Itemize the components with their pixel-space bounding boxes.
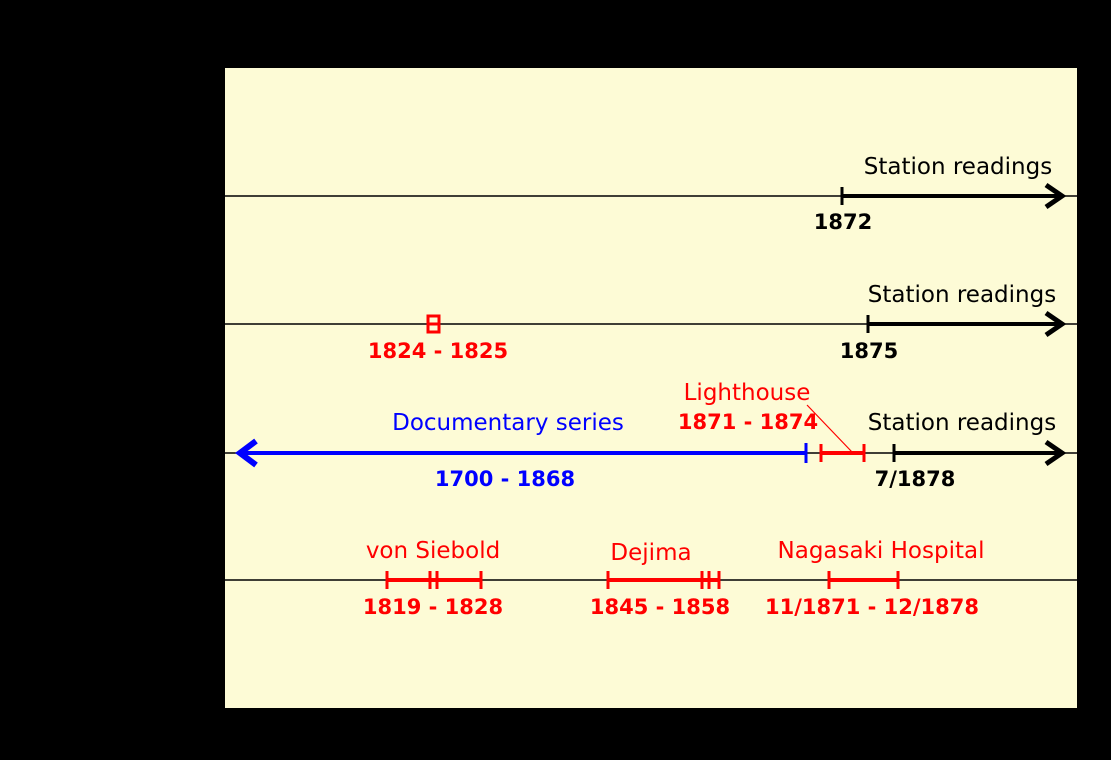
row-4-hospital-years: 11/1871 - 12/1878: [765, 595, 979, 619]
row-3: Documentary series 1700 - 1868 Lighthous…: [225, 380, 1077, 491]
row-2-red-span-label: 1824 - 1825: [368, 339, 508, 363]
row-3-arrow-right-icon: [1044, 439, 1067, 467]
row-3-station-label: Station readings: [868, 410, 1056, 436]
row-3-start-label: 7/1878: [875, 467, 956, 491]
row-4: von Siebold 1819 - 1828 Dejima 1845 - 18…: [225, 538, 1077, 619]
row-3-arrow-left-icon: [235, 438, 258, 468]
row-4-siebold-label: von Siebold: [366, 538, 500, 564]
row-1-station-label: Station readings: [864, 154, 1052, 180]
row-1-arrow-right-icon: [1044, 182, 1067, 210]
row-3-documentary-label: Documentary series: [392, 410, 624, 436]
row-2-station-label: Station readings: [868, 282, 1056, 308]
row-2-start-label: 1875: [840, 339, 898, 363]
row-2-arrow-right-icon: [1044, 310, 1067, 338]
timeline-panel: [225, 68, 1077, 708]
row-3-documentary-years: 1700 - 1868: [435, 467, 575, 491]
row-1-start-label: 1872: [814, 210, 872, 234]
row-3-lighthouse-label: Lighthouse: [684, 380, 811, 406]
row-2: Station readings 1875 1824 - 1825: [225, 282, 1077, 363]
row-4-dejima-years: 1845 - 1858: [590, 595, 730, 619]
row-3-lighthouse-years: 1871 - 1874: [678, 410, 818, 434]
row-4-siebold-years: 1819 - 1828: [363, 595, 503, 619]
row-4-dejima-label: Dejima: [610, 540, 691, 566]
row-4-hospital-label: Nagasaki Hospital: [778, 538, 985, 564]
row-3-lighthouse-leader-line: [806, 404, 853, 453]
row-1: Station readings 1872: [225, 154, 1077, 234]
